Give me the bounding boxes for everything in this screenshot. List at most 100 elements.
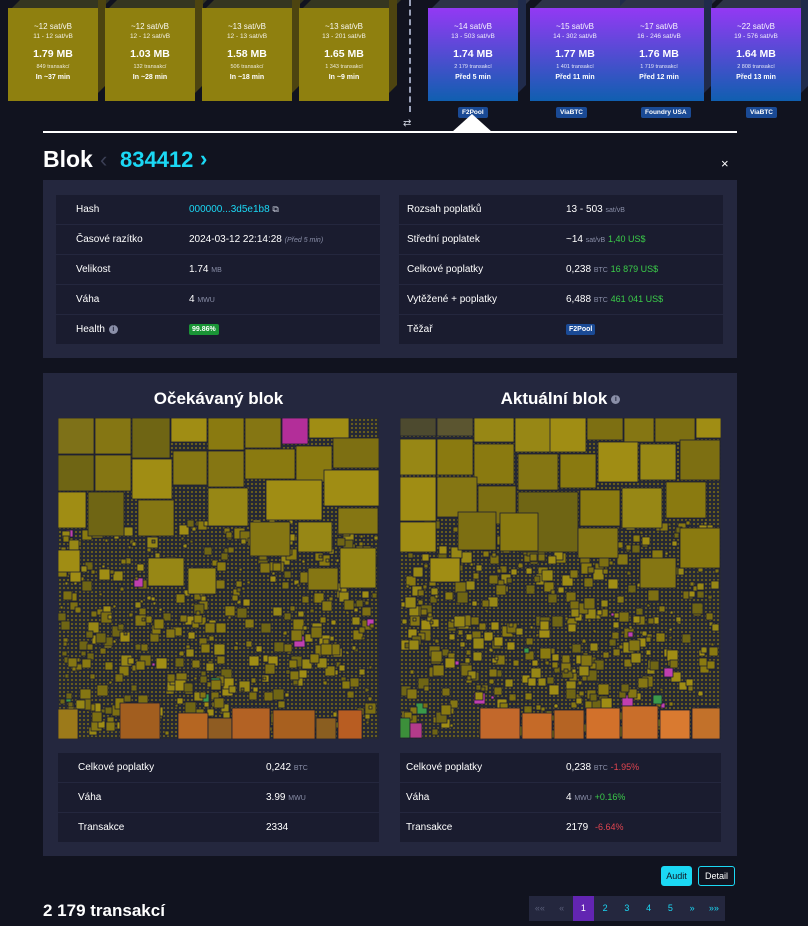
tx-square[interactable] bbox=[571, 643, 582, 654]
tx-square[interactable] bbox=[583, 577, 594, 588]
tx-square[interactable] bbox=[345, 650, 350, 655]
tx-square[interactable] bbox=[479, 707, 521, 739]
tx-square[interactable] bbox=[94, 454, 132, 492]
tx-square[interactable] bbox=[710, 580, 720, 590]
tx-square[interactable] bbox=[400, 521, 437, 553]
tx-square[interactable] bbox=[73, 581, 78, 586]
tx-square[interactable] bbox=[203, 546, 213, 556]
tx-square[interactable] bbox=[510, 568, 518, 576]
tx-square[interactable] bbox=[182, 543, 188, 549]
tx-square[interactable] bbox=[491, 657, 498, 664]
tx-square[interactable] bbox=[563, 668, 569, 674]
tx-square[interactable] bbox=[58, 454, 95, 492]
tx-square[interactable] bbox=[364, 600, 370, 606]
pool-tag[interactable]: F2Pool bbox=[458, 107, 488, 118]
tx-square[interactable] bbox=[473, 418, 515, 443]
tx-square[interactable] bbox=[515, 627, 524, 636]
tx-square[interactable] bbox=[59, 605, 64, 610]
tx-square[interactable] bbox=[114, 673, 124, 683]
tx-square[interactable] bbox=[602, 651, 610, 659]
tx-square[interactable] bbox=[710, 642, 715, 647]
tx-square[interactable] bbox=[612, 648, 621, 657]
tx-square[interactable] bbox=[176, 697, 184, 705]
tx-square[interactable] bbox=[296, 583, 301, 588]
tx-square[interactable] bbox=[400, 717, 411, 739]
tx-square[interactable] bbox=[504, 678, 514, 688]
tx-square[interactable] bbox=[282, 630, 288, 636]
tx-square[interactable] bbox=[263, 691, 274, 702]
tx-square[interactable] bbox=[81, 580, 93, 592]
tx-square[interactable] bbox=[58, 549, 81, 573]
tx-square[interactable] bbox=[210, 679, 222, 691]
tx-square[interactable] bbox=[323, 469, 379, 507]
tx-square[interactable] bbox=[613, 612, 620, 619]
tx-square[interactable] bbox=[540, 706, 546, 712]
tx-square[interactable] bbox=[452, 526, 459, 533]
tx-square[interactable] bbox=[632, 534, 641, 543]
tx-square[interactable] bbox=[618, 644, 624, 650]
tx-square[interactable] bbox=[264, 663, 276, 675]
tx-square[interactable] bbox=[172, 450, 208, 486]
tx-square[interactable] bbox=[668, 627, 673, 632]
tx-square[interactable] bbox=[630, 652, 642, 664]
tx-square[interactable] bbox=[338, 664, 346, 672]
tx-square[interactable] bbox=[98, 592, 103, 597]
tx-square[interactable] bbox=[529, 553, 538, 562]
tx-square[interactable] bbox=[628, 625, 633, 630]
tx-square[interactable] bbox=[153, 618, 165, 630]
tx-square[interactable] bbox=[87, 491, 125, 537]
tx-square[interactable] bbox=[596, 609, 603, 616]
tx-square[interactable] bbox=[626, 570, 632, 576]
pager-page-4[interactable]: 4 bbox=[637, 896, 660, 921]
tx-square[interactable] bbox=[432, 664, 445, 677]
tx-square[interactable] bbox=[409, 669, 415, 675]
tx-square[interactable] bbox=[592, 568, 605, 581]
tx-square[interactable] bbox=[152, 601, 157, 606]
tx-square[interactable] bbox=[627, 688, 638, 699]
tx-square[interactable] bbox=[698, 657, 708, 667]
tx-square[interactable] bbox=[292, 679, 299, 686]
tx-square[interactable] bbox=[454, 660, 460, 666]
tx-square[interactable] bbox=[508, 693, 517, 702]
tx-square[interactable] bbox=[174, 703, 179, 708]
tx-square[interactable] bbox=[101, 564, 106, 569]
tx-square[interactable] bbox=[551, 661, 559, 669]
tx-square[interactable] bbox=[313, 592, 325, 604]
tx-square[interactable] bbox=[127, 657, 135, 665]
tx-square[interactable] bbox=[708, 646, 719, 657]
tx-square[interactable] bbox=[457, 511, 497, 551]
tx-square[interactable] bbox=[422, 584, 428, 590]
tx-square[interactable] bbox=[225, 531, 233, 539]
tx-square[interactable] bbox=[227, 546, 235, 554]
tx-square[interactable] bbox=[293, 579, 300, 586]
tx-square[interactable] bbox=[111, 625, 124, 638]
tx-square[interactable] bbox=[231, 594, 239, 602]
tx-square[interactable] bbox=[150, 596, 156, 602]
tx-square[interactable] bbox=[289, 605, 296, 612]
tx-square[interactable] bbox=[421, 553, 430, 562]
tx-square[interactable] bbox=[336, 537, 346, 547]
tx-square[interactable] bbox=[358, 668, 366, 676]
tx-square[interactable] bbox=[231, 707, 271, 739]
tx-square[interactable] bbox=[639, 557, 677, 589]
tx-square[interactable] bbox=[240, 687, 245, 692]
tx-square[interactable] bbox=[578, 690, 585, 697]
tx-square[interactable] bbox=[58, 491, 87, 529]
tx-square[interactable] bbox=[488, 668, 498, 678]
tx-square[interactable] bbox=[592, 629, 597, 634]
tx-square[interactable] bbox=[597, 683, 610, 696]
tx-square[interactable] bbox=[367, 696, 373, 702]
tx-square[interactable] bbox=[89, 673, 96, 680]
tx-square[interactable] bbox=[685, 520, 691, 526]
tx-square[interactable] bbox=[549, 418, 587, 453]
tx-square[interactable] bbox=[427, 612, 433, 618]
copy-icon[interactable]: ⧉ bbox=[272, 204, 279, 214]
tx-square[interactable] bbox=[625, 544, 632, 551]
tx-square[interactable] bbox=[583, 597, 596, 610]
tx-square[interactable] bbox=[178, 650, 185, 657]
tx-square[interactable] bbox=[700, 646, 708, 654]
info-icon[interactable]: i bbox=[108, 324, 118, 334]
tx-square[interactable] bbox=[343, 599, 355, 611]
detail-button[interactable]: Detail bbox=[698, 866, 735, 886]
tx-square[interactable] bbox=[272, 562, 282, 572]
